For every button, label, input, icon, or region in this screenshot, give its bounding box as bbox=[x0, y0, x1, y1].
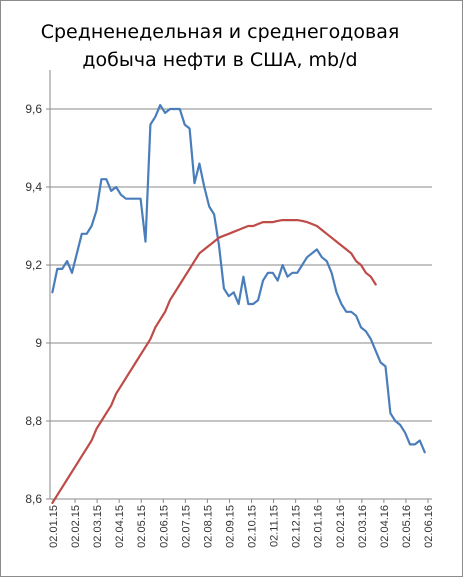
x-tick-label: 02.01.15 bbox=[48, 505, 60, 548]
x-axis: 02.01.15 02.02.15 02.03.15 02.04.15 02.05.15… bbox=[48, 70, 435, 548]
x-tick-label: 02.08.15 bbox=[202, 505, 214, 548]
x-tick-label: 02.06.16 bbox=[423, 505, 435, 548]
x-tick-label: 02.04.16 bbox=[379, 505, 391, 548]
series-line-weekly bbox=[51, 103, 426, 454]
series-line-yearly bbox=[51, 219, 377, 504]
chart-title-line-1: Средненедельная и среднегодовая bbox=[40, 21, 400, 43]
y-axis-ticks: 8,6 8,8 9 9,2 9,4 9,6 bbox=[25, 102, 50, 506]
y-tick-label: 9,4 bbox=[25, 180, 42, 194]
x-tick-label: 02.05.16 bbox=[401, 505, 413, 548]
x-tick-label: 02.04.15 bbox=[114, 505, 126, 548]
y-tick-label: 9,6 bbox=[25, 102, 42, 116]
gridlines bbox=[50, 108, 432, 500]
x-tick-label: 02.01.16 bbox=[313, 505, 325, 548]
x-tick-label: 02.02.16 bbox=[335, 505, 347, 548]
x-tick-label: 02.10.15 bbox=[247, 505, 259, 548]
series-lines bbox=[51, 103, 426, 504]
x-tick-label: 02.11.15 bbox=[269, 505, 281, 547]
y-tick-label: 9,2 bbox=[25, 258, 42, 272]
y-tick-label: 8,6 bbox=[25, 492, 42, 506]
x-tick-label: 02.02.15 bbox=[70, 505, 82, 548]
x-tick-label: 02.06.15 bbox=[158, 505, 170, 548]
y-tick-label: 8,8 bbox=[25, 414, 42, 428]
x-tick-label: 02.03.15 bbox=[92, 505, 104, 548]
x-tick-label: 02.09.15 bbox=[224, 505, 236, 548]
chart-title: Средненедельная и среднегодовая добыча н… bbox=[20, 18, 420, 74]
x-tick-label: 02.07.15 bbox=[180, 505, 192, 548]
chart-title-line-2: добыча нефти в США, mb/d bbox=[82, 49, 358, 71]
x-tick-label: 02.05.15 bbox=[136, 505, 148, 548]
x-tick-label: 02.12.15 bbox=[291, 505, 303, 548]
y-tick-label: 9 bbox=[35, 336, 42, 350]
x-tick-label: 02.03.16 bbox=[357, 505, 369, 548]
